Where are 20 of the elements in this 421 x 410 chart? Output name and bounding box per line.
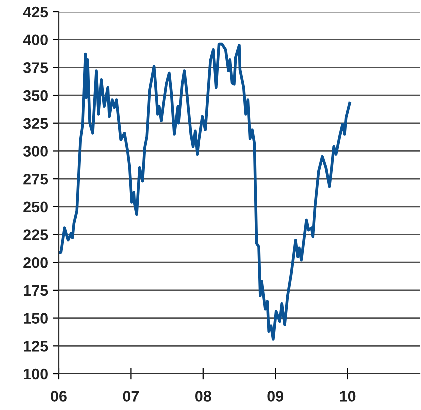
x-tick-label: 06 (51, 391, 67, 402)
x-tick-label: 10 (340, 391, 356, 402)
y-tick-label: 150 (24, 313, 48, 324)
y-tick-label: 175 (24, 285, 48, 296)
y-tick-label: 200 (24, 257, 48, 268)
y-tick-label: 375 (23, 62, 48, 74)
x-tick-label: 09 (268, 391, 284, 402)
x-tick-label: 07 (123, 391, 140, 402)
y-tick-label: 400 (23, 34, 48, 46)
line-series (59, 42, 352, 341)
y-tick-label: 225 (24, 230, 48, 240)
y-tick-label: 350 (23, 90, 48, 102)
y-tick-label: 425 (23, 6, 48, 18)
y-tick-label: 100 (24, 368, 48, 380)
y-tick-label: 300 (23, 146, 48, 157)
x-tick-label: 08 (196, 391, 212, 402)
y-tick-label: 125 (24, 341, 48, 352)
y-tick-label: 250 (24, 202, 48, 213)
y-tick-label: 275 (24, 174, 48, 185)
y-tick-label: 325 (23, 118, 48, 130)
